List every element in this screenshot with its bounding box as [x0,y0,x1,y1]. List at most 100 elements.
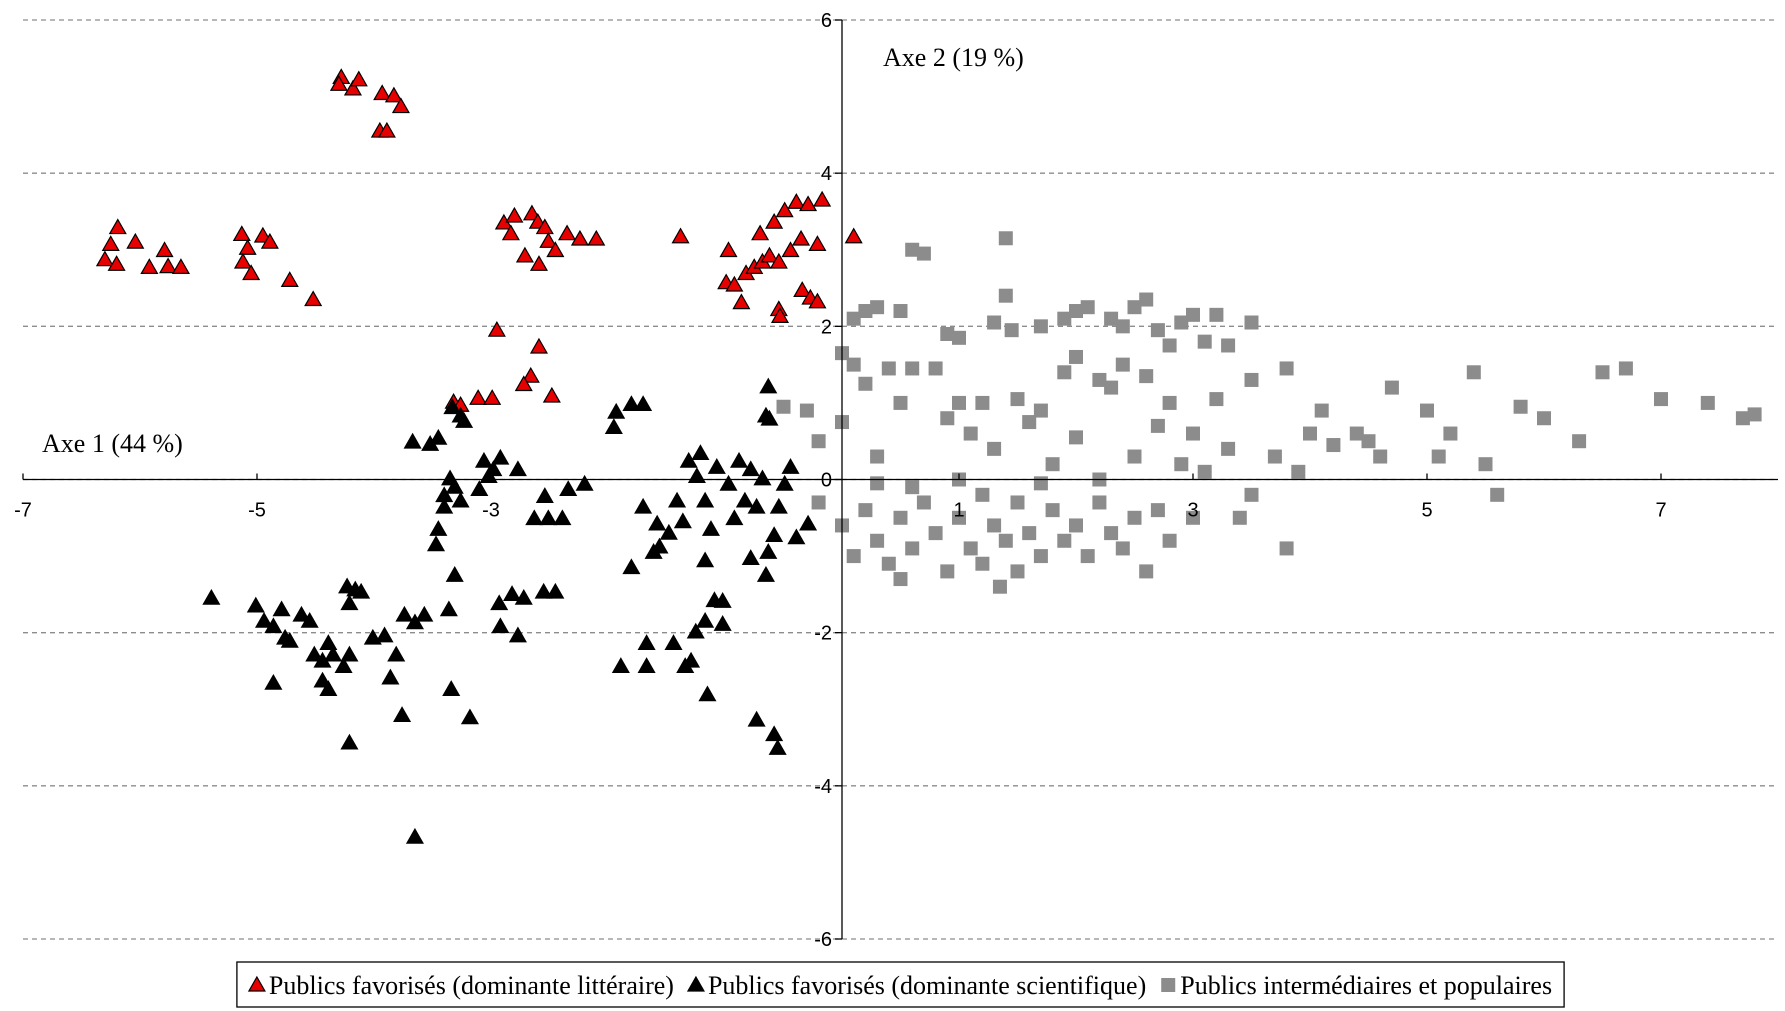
point [1150,323,1165,338]
point [1162,338,1177,353]
point [732,293,751,310]
point [1127,510,1142,525]
point [343,79,362,96]
point [765,212,784,229]
point [514,588,533,605]
point [1466,365,1481,380]
point [484,460,503,477]
y-axis-label: Axe 2 (19 %) [883,43,1024,72]
point [893,395,908,410]
point [759,543,778,559]
point [429,428,448,445]
point [998,533,1013,548]
point [725,275,744,292]
point [781,241,800,258]
point [905,361,920,376]
point [673,512,692,529]
point [604,418,623,435]
point [272,600,291,617]
point [264,674,283,690]
point [155,241,174,258]
point [1431,449,1446,464]
point [159,257,178,274]
point [987,441,1002,456]
point [696,491,715,508]
point [686,622,705,639]
point [1162,533,1177,548]
point [963,541,978,556]
point [535,218,554,235]
point [391,97,410,114]
point [1595,365,1610,380]
point [442,680,461,696]
point [387,645,406,662]
point [445,477,464,494]
point [952,330,966,345]
point [760,246,779,263]
point [340,733,359,750]
point [405,827,424,844]
point [667,491,687,508]
point [768,739,787,755]
point [1139,369,1154,384]
point [811,495,826,510]
point [713,592,732,608]
y-tick-label: 0 [821,470,832,492]
point [305,645,324,662]
point [776,399,791,414]
point [844,227,863,244]
point [787,193,806,209]
point [1092,372,1107,387]
point [539,509,558,526]
point [719,474,738,491]
x-tick-label: 1 [953,500,964,522]
point [1004,323,1019,338]
point [679,451,698,468]
point [1022,526,1037,541]
point [1572,434,1587,449]
point [474,451,494,468]
legend-marker [1161,978,1176,992]
x-axis-label: Axe 1 (44 %) [42,429,183,458]
point [1186,307,1200,322]
point [1186,510,1200,525]
point [238,239,257,255]
point [1057,311,1072,326]
point [1057,533,1072,548]
point [858,304,873,319]
point [508,626,527,643]
point [1139,292,1154,307]
point [905,480,920,495]
point [1513,399,1528,414]
point [1080,549,1095,564]
point [435,497,454,514]
point [553,509,572,526]
point [741,460,760,477]
point [1221,338,1236,353]
y-tick-label: 4 [821,163,832,185]
point [491,448,510,465]
point [381,668,400,685]
point [375,626,394,643]
point [101,235,120,251]
y-tick-label: -2 [814,623,832,645]
point [546,241,565,258]
point [940,411,955,426]
legend-label: Publics intermédiaires et populaires [1180,971,1552,1000]
point [1115,541,1130,556]
point [1045,457,1060,472]
point [395,605,414,622]
point [514,375,533,392]
point [451,491,470,508]
point [682,651,701,668]
point [696,611,715,628]
point [671,227,690,244]
point [622,395,641,412]
point [769,497,788,514]
point [1092,495,1107,510]
legend-label: Publics favorisés (dominante scientifiqu… [708,971,1146,1000]
point [747,497,766,514]
point [987,518,1002,533]
point [998,231,1013,246]
point [1197,464,1212,479]
